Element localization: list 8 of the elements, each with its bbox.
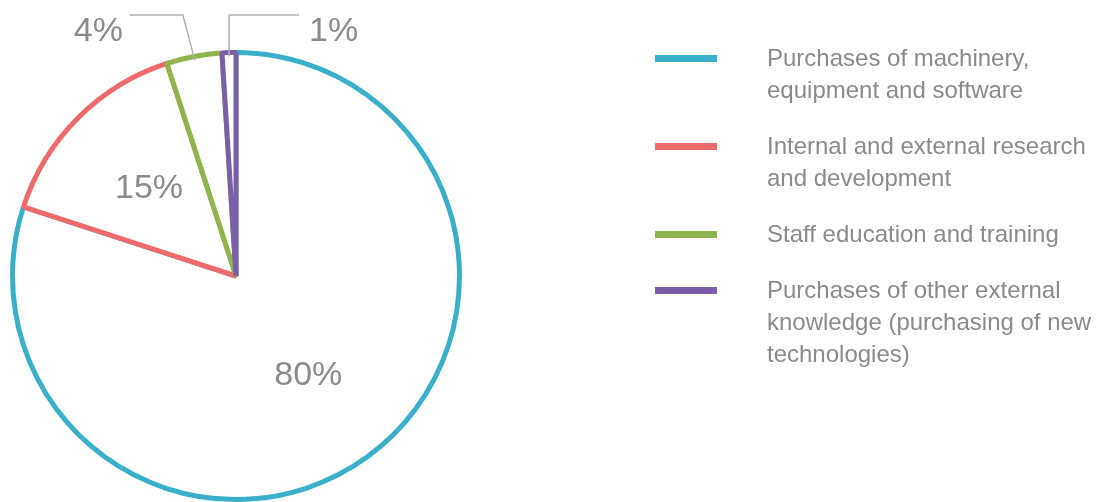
legend-label: Purchases of other external knowledge (purchasing of new technologies) [767,275,1093,369]
data-label: 1% [309,10,359,49]
data-label: 15% [115,167,184,206]
legend-label: Staff education and training [767,219,1060,249]
legend-label: Internal and external research and development [767,131,1087,193]
legend-label: Purchases of machinery, equipment and software [767,43,1031,105]
data-label: 4% [73,10,123,49]
data-label: 80% [274,353,343,392]
